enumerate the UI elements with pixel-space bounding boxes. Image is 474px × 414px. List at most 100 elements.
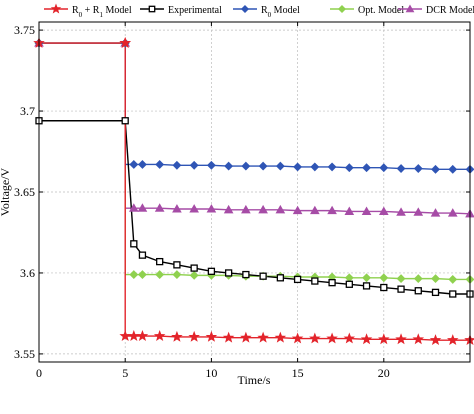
data-point	[429, 334, 442, 346]
y-tick-label: 3.55	[14, 347, 35, 361]
data-point	[154, 203, 165, 212]
data-point	[242, 270, 250, 279]
x-tick-label: 15	[292, 366, 304, 380]
y-tick-label: 3.75	[14, 23, 35, 37]
data-point	[172, 270, 182, 279]
data-point	[292, 205, 303, 215]
data-point	[173, 261, 181, 269]
data-point	[327, 162, 337, 172]
legend-label: R0 Model	[261, 5, 300, 19]
data-point	[224, 269, 233, 277]
data-point	[309, 332, 321, 344]
data-point	[343, 332, 356, 344]
legend: R0 + R1 Model Experimental R0 Model Opt. Mo…	[44, 3, 474, 19]
legend-label: Experimental	[168, 5, 222, 16]
y-axis: 3.55 3.6 3.65 3.7 3.75	[14, 23, 470, 361]
data-point	[345, 280, 353, 288]
data-point	[362, 282, 371, 290]
data-point	[413, 274, 423, 284]
data-point	[395, 333, 407, 345]
data-point	[361, 206, 372, 215]
data-point	[291, 332, 304, 344]
data-point	[413, 164, 423, 173]
legend-swatch-marker	[148, 5, 156, 13]
data-point	[241, 204, 251, 214]
x-tick-label: 5	[122, 366, 128, 380]
x-axis: 0 5 10 15 20	[36, 22, 390, 380]
legend-label: Opt. Model	[358, 5, 404, 16]
y-tick-label: 3.7	[20, 104, 35, 118]
data-point	[396, 207, 406, 216]
data-point	[379, 163, 389, 173]
data-point	[121, 117, 129, 125]
data-point	[414, 287, 422, 295]
x-tick-label: 20	[378, 366, 390, 380]
data-point	[153, 330, 166, 341]
data-point	[189, 270, 199, 280]
data-point	[223, 204, 234, 214]
data-point	[396, 274, 406, 284]
data-point	[205, 330, 218, 342]
data-point	[241, 161, 251, 171]
data-point	[396, 164, 406, 173]
data-point	[431, 164, 440, 174]
legend-swatch-marker	[337, 4, 347, 14]
data-point	[136, 330, 149, 341]
data-point	[447, 208, 458, 217]
legend-swatch-marker	[240, 4, 250, 14]
data-point	[190, 264, 198, 272]
data-point	[328, 279, 336, 287]
data-point	[379, 273, 389, 283]
data-point	[240, 331, 252, 343]
data-point	[155, 160, 165, 169]
y-tick-label: 3.6	[20, 266, 35, 280]
data-point	[362, 273, 371, 283]
data-point	[275, 161, 285, 171]
data-point	[129, 270, 139, 279]
data-point	[431, 274, 440, 284]
data-point	[171, 330, 183, 342]
data-point	[138, 160, 147, 169]
x-axis-label: Time/s	[238, 373, 271, 387]
data-point	[360, 333, 373, 345]
legend-item-2: R0 Model	[233, 4, 300, 19]
data-point	[326, 332, 338, 344]
data-point	[130, 240, 138, 248]
data-point	[189, 160, 199, 170]
data-point	[155, 270, 165, 279]
data-point	[431, 288, 440, 297]
legend-item-3: Opt. Model	[330, 4, 404, 16]
legend-swatch-marker	[405, 4, 415, 13]
legend-label: DCR Model	[426, 5, 474, 16]
data-point	[119, 36, 131, 48]
data-point	[156, 257, 164, 266]
data-point	[412, 333, 425, 345]
data-point	[275, 204, 286, 214]
x-tick-label: 10	[205, 366, 217, 380]
data-point	[293, 162, 303, 172]
data-point	[129, 160, 139, 169]
data-point	[258, 204, 268, 214]
data-point	[188, 330, 200, 342]
data-point	[413, 207, 424, 216]
data-point	[224, 161, 234, 171]
data-point	[380, 283, 388, 292]
data-point	[344, 206, 355, 215]
data-point	[172, 204, 182, 213]
data-point	[448, 164, 458, 174]
data-point	[222, 331, 235, 343]
data-point	[344, 163, 354, 173]
data-point	[206, 204, 217, 213]
data-point	[378, 333, 390, 345]
legend-label: R0 + R1 Model	[72, 5, 132, 19]
data-point	[378, 206, 389, 215]
data-point	[257, 331, 269, 343]
legend-item-4: DCR Model	[398, 4, 474, 16]
data-point	[138, 270, 147, 279]
data-point	[259, 272, 267, 280]
data-point	[397, 285, 405, 293]
data-point	[276, 274, 285, 282]
data-point	[311, 277, 319, 285]
